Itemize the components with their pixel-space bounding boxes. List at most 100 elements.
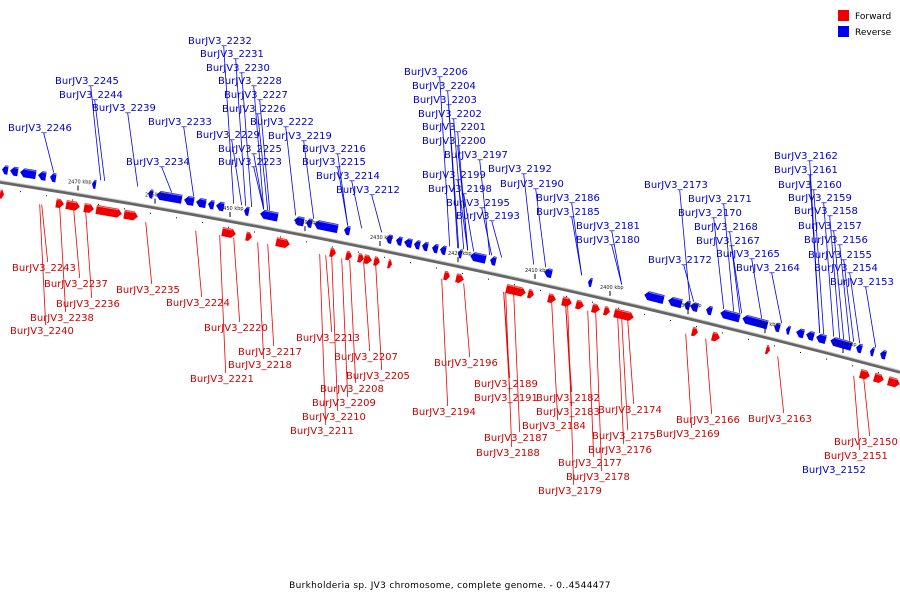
- forward-label: BurJV3_2184: [522, 421, 586, 432]
- forward-connector: [567, 306, 575, 486]
- minor-tick: [748, 338, 749, 340]
- forward-label: BurJV3_2243: [12, 263, 76, 274]
- forward-gene-27-shine: [766, 345, 770, 347]
- reverse-gene-30-shape: [644, 291, 665, 304]
- reverse-connector: [849, 272, 861, 344]
- figure-caption: Burkholderia sp. JV3 chromosome, complet…: [289, 581, 611, 591]
- forward-label: BurJV3_2178: [566, 472, 630, 483]
- reverse-gene-28-shine: [548, 268, 553, 271]
- forward-connector: [267, 244, 275, 347]
- reverse-gene-32: [684, 300, 692, 311]
- minor-tick: [566, 295, 567, 297]
- reverse-connector: [729, 231, 741, 313]
- reverse-label: BurJV3_2197: [444, 150, 508, 161]
- forward-gene-11-shine: [358, 253, 362, 256]
- reverse-connector: [731, 245, 743, 314]
- reverse-connector: [723, 203, 735, 312]
- reverse-label: BurJV3_2162: [774, 151, 838, 162]
- reverse-gene-43: [856, 343, 864, 354]
- minor-tick: [124, 208, 125, 210]
- reverse-gene-3: [38, 171, 47, 181]
- reverse-connector: [713, 217, 725, 309]
- reverse-connector: [439, 76, 451, 247]
- gene-labels: BurJV3_2232 BurJV3_2231 BurJV3_2230 BurJV3_…: [8, 36, 898, 497]
- reverse-connector: [865, 286, 877, 348]
- reverse-gene-35-shine: [724, 310, 741, 316]
- minor-tick: [722, 332, 723, 334]
- reverse-gene-41: [816, 333, 828, 344]
- forward-gene-19-shape: [547, 293, 556, 304]
- reverse-label: BurJV3_2198: [428, 184, 492, 195]
- reverse-genes: [2, 165, 888, 360]
- reverse-label: BurJV3_2164: [736, 263, 800, 274]
- reverse-label: BurJV3_2186: [536, 193, 600, 204]
- reverse-gene-45-shape: [880, 350, 888, 360]
- reverse-label: BurJV3_2190: [500, 179, 564, 190]
- forward-gene-3-shine: [84, 203, 91, 206]
- minor-tick: [644, 313, 645, 315]
- forward-connector: [463, 283, 471, 358]
- forward-connector: [39, 204, 47, 326]
- reverse-gene-19-shape: [396, 236, 403, 246]
- reverse-gene-16-shine: [318, 220, 339, 226]
- reverse-label: BurJV3_2167: [696, 236, 760, 247]
- forward-connector: [627, 319, 635, 405]
- forward-connector: [145, 221, 153, 285]
- minor-tick: [46, 195, 47, 197]
- minor-tick: [826, 358, 827, 360]
- reverse-gene-28: [544, 268, 553, 279]
- reverse-gene-15-shape: [306, 218, 313, 228]
- reverse-label: BurJV3_2246: [8, 123, 72, 134]
- minor-tick: [254, 231, 255, 233]
- reverse-gene-34: [706, 305, 714, 316]
- reverse-connector: [241, 72, 253, 208]
- forward-label: BurJV3_2210: [302, 412, 366, 423]
- forward-label: BurJV3_2217: [238, 347, 302, 358]
- reverse-gene-10: [208, 200, 215, 210]
- label-connectors: [39, 45, 877, 486]
- reverse-gene-12-shape: [244, 206, 250, 216]
- forward-gene-16-shine: [456, 273, 461, 276]
- forward-connector: [505, 292, 513, 448]
- forward-connector: [863, 378, 871, 437]
- reverse-gene-23-shine: [435, 244, 439, 247]
- reverse-connector: [253, 166, 265, 210]
- forward-label: BurJV3_2187: [484, 433, 548, 444]
- forward-gene-11: [357, 253, 364, 263]
- forward-gene-10: [345, 250, 352, 261]
- forward-connector: [73, 209, 81, 279]
- forward-gene-13-shape: [373, 256, 380, 266]
- reverse-connector: [813, 189, 825, 335]
- reverse-gene-36-shine: [747, 315, 769, 323]
- forward-gene-23-shape: [603, 306, 610, 316]
- reverse-gene-1: [10, 166, 19, 177]
- reverse-gene-38: [786, 325, 792, 335]
- minor-tick: [852, 365, 853, 367]
- forward-label: BurJV3_2224: [166, 298, 230, 309]
- forward-label: BurJV3_2189: [474, 379, 538, 390]
- reverse-label: BurJV3_2229: [196, 130, 260, 141]
- forward-gene-9: [329, 247, 336, 258]
- forward-gene-3: [83, 203, 94, 213]
- reverse-gene-14-shape: [294, 216, 305, 227]
- minor-tick: [488, 278, 489, 280]
- reverse-gene-3-shine: [42, 171, 47, 174]
- forward-label: BurJV3_2205: [346, 371, 410, 382]
- reverse-gene-15-shine: [309, 219, 313, 221]
- reverse-gene-5: [92, 179, 97, 189]
- reverse-label: BurJV3_2181: [576, 221, 640, 232]
- forward-gene-23: [603, 306, 610, 316]
- reverse-connector: [253, 153, 265, 210]
- reverse-connector: [223, 45, 235, 204]
- reverse-gene-19: [396, 236, 403, 246]
- forward-gene-12: [363, 254, 372, 265]
- reverse-gene-44-shine: [872, 347, 876, 350]
- reverse-connector: [235, 58, 247, 206]
- reverse-label: BurJV3_2154: [814, 263, 878, 274]
- tick-label: 2430 kbp: [370, 235, 394, 241]
- reverse-gene-31-shine: [672, 297, 683, 301]
- reverse-label: BurJV3_2202: [418, 109, 482, 120]
- reverse-label: BurJV3_2192: [488, 164, 552, 175]
- reverse-gene-24-shape: [440, 245, 447, 256]
- forward-label: BurJV3_2236: [56, 299, 120, 310]
